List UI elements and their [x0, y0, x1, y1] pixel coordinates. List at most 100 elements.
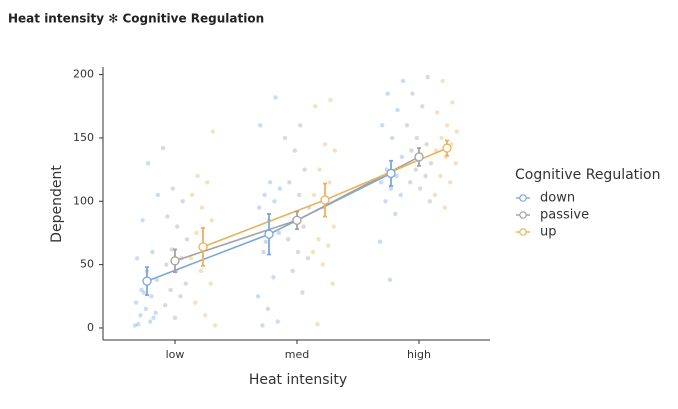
raw-point [316, 237, 321, 242]
raw-point [164, 262, 169, 267]
raw-point [282, 135, 288, 141]
raw-point [277, 186, 283, 191]
raw-point [448, 180, 453, 185]
legend-label: down [540, 191, 575, 206]
raw-point [141, 290, 146, 295]
raw-point [302, 167, 307, 172]
raw-point [139, 287, 144, 293]
raw-point [388, 186, 394, 191]
raw-point [425, 74, 430, 80]
raw-point [132, 323, 138, 328]
raw-point [202, 313, 208, 318]
raw-point [423, 173, 428, 179]
raw-point [271, 275, 276, 280]
raw-point [408, 180, 413, 185]
raw-point [428, 161, 434, 166]
legend-label: up [540, 225, 557, 240]
legend-marker [519, 228, 527, 236]
raw-point [317, 167, 322, 172]
raw-point [265, 306, 271, 312]
raw-point [298, 123, 303, 128]
mean-point [170, 256, 180, 266]
y-tick-label: 100 [73, 194, 94, 207]
raw-point [427, 199, 433, 204]
raw-point [286, 237, 291, 242]
raw-point [174, 224, 180, 229]
raw-point [267, 180, 273, 185]
legend-label: passive [540, 208, 589, 223]
raw-point [444, 123, 450, 128]
raw-point [290, 268, 295, 274]
legend-marker [519, 211, 527, 219]
raw-point [424, 142, 429, 147]
mean-point [320, 195, 330, 205]
raw-point [212, 323, 218, 328]
raw-point [305, 256, 311, 261]
raw-point [134, 256, 140, 261]
raw-point [420, 104, 425, 109]
raw-point [145, 161, 151, 166]
raw-point [165, 214, 170, 219]
raw-point [328, 97, 333, 103]
raw-point [275, 319, 280, 324]
raw-point [380, 123, 385, 128]
x-tick-label: low [166, 348, 185, 361]
raw-point [385, 91, 390, 96]
raw-point [322, 142, 328, 147]
raw-point [287, 180, 292, 185]
raw-point [327, 180, 332, 185]
raw-point [300, 290, 305, 295]
raw-point [332, 148, 338, 153]
raw-point [404, 123, 410, 128]
raw-point [150, 249, 155, 255]
legend-marker [519, 194, 527, 202]
raw-point [330, 281, 335, 286]
raw-point [162, 302, 168, 308]
raw-point [439, 135, 444, 141]
raw-point [292, 148, 298, 153]
raw-point [148, 319, 153, 324]
raw-point [208, 281, 213, 286]
raw-point [261, 249, 266, 255]
raw-point [193, 300, 198, 305]
raw-point [331, 224, 336, 229]
raw-point [136, 321, 141, 327]
raw-point [255, 294, 261, 299]
raw-point [395, 107, 400, 113]
raw-point [154, 277, 160, 283]
y-axis-label: Dependent [49, 165, 65, 243]
raw-point [155, 192, 161, 198]
raw-point [168, 287, 173, 293]
raw-point [383, 199, 388, 204]
raw-point [209, 218, 214, 223]
raw-point [301, 224, 306, 229]
raw-point [295, 249, 301, 255]
raw-point [312, 104, 318, 109]
raw-point [272, 199, 277, 204]
raw-point [170, 186, 176, 191]
raw-point [296, 192, 302, 198]
raw-point [409, 148, 414, 153]
raw-point [276, 230, 282, 236]
raw-point [310, 249, 316, 255]
raw-point [143, 306, 149, 312]
raw-point [151, 315, 156, 321]
x-tick-label: med [285, 348, 309, 361]
raw-point [320, 262, 326, 267]
raw-point [440, 78, 445, 84]
raw-point [263, 239, 268, 245]
raw-point [393, 211, 398, 217]
raw-point [399, 154, 405, 160]
raw-point [400, 78, 406, 84]
raw-point [326, 243, 331, 248]
raw-point [199, 205, 205, 210]
raw-point [133, 300, 139, 305]
raw-point [389, 135, 395, 141]
raw-point [160, 145, 166, 151]
raw-point [442, 205, 448, 210]
raw-point [258, 123, 263, 128]
raw-point [180, 199, 185, 204]
chart-title: Heat intensity ✻ Cognitive Regulation [8, 12, 264, 26]
raw-point [153, 310, 158, 315]
raw-point [178, 294, 183, 299]
